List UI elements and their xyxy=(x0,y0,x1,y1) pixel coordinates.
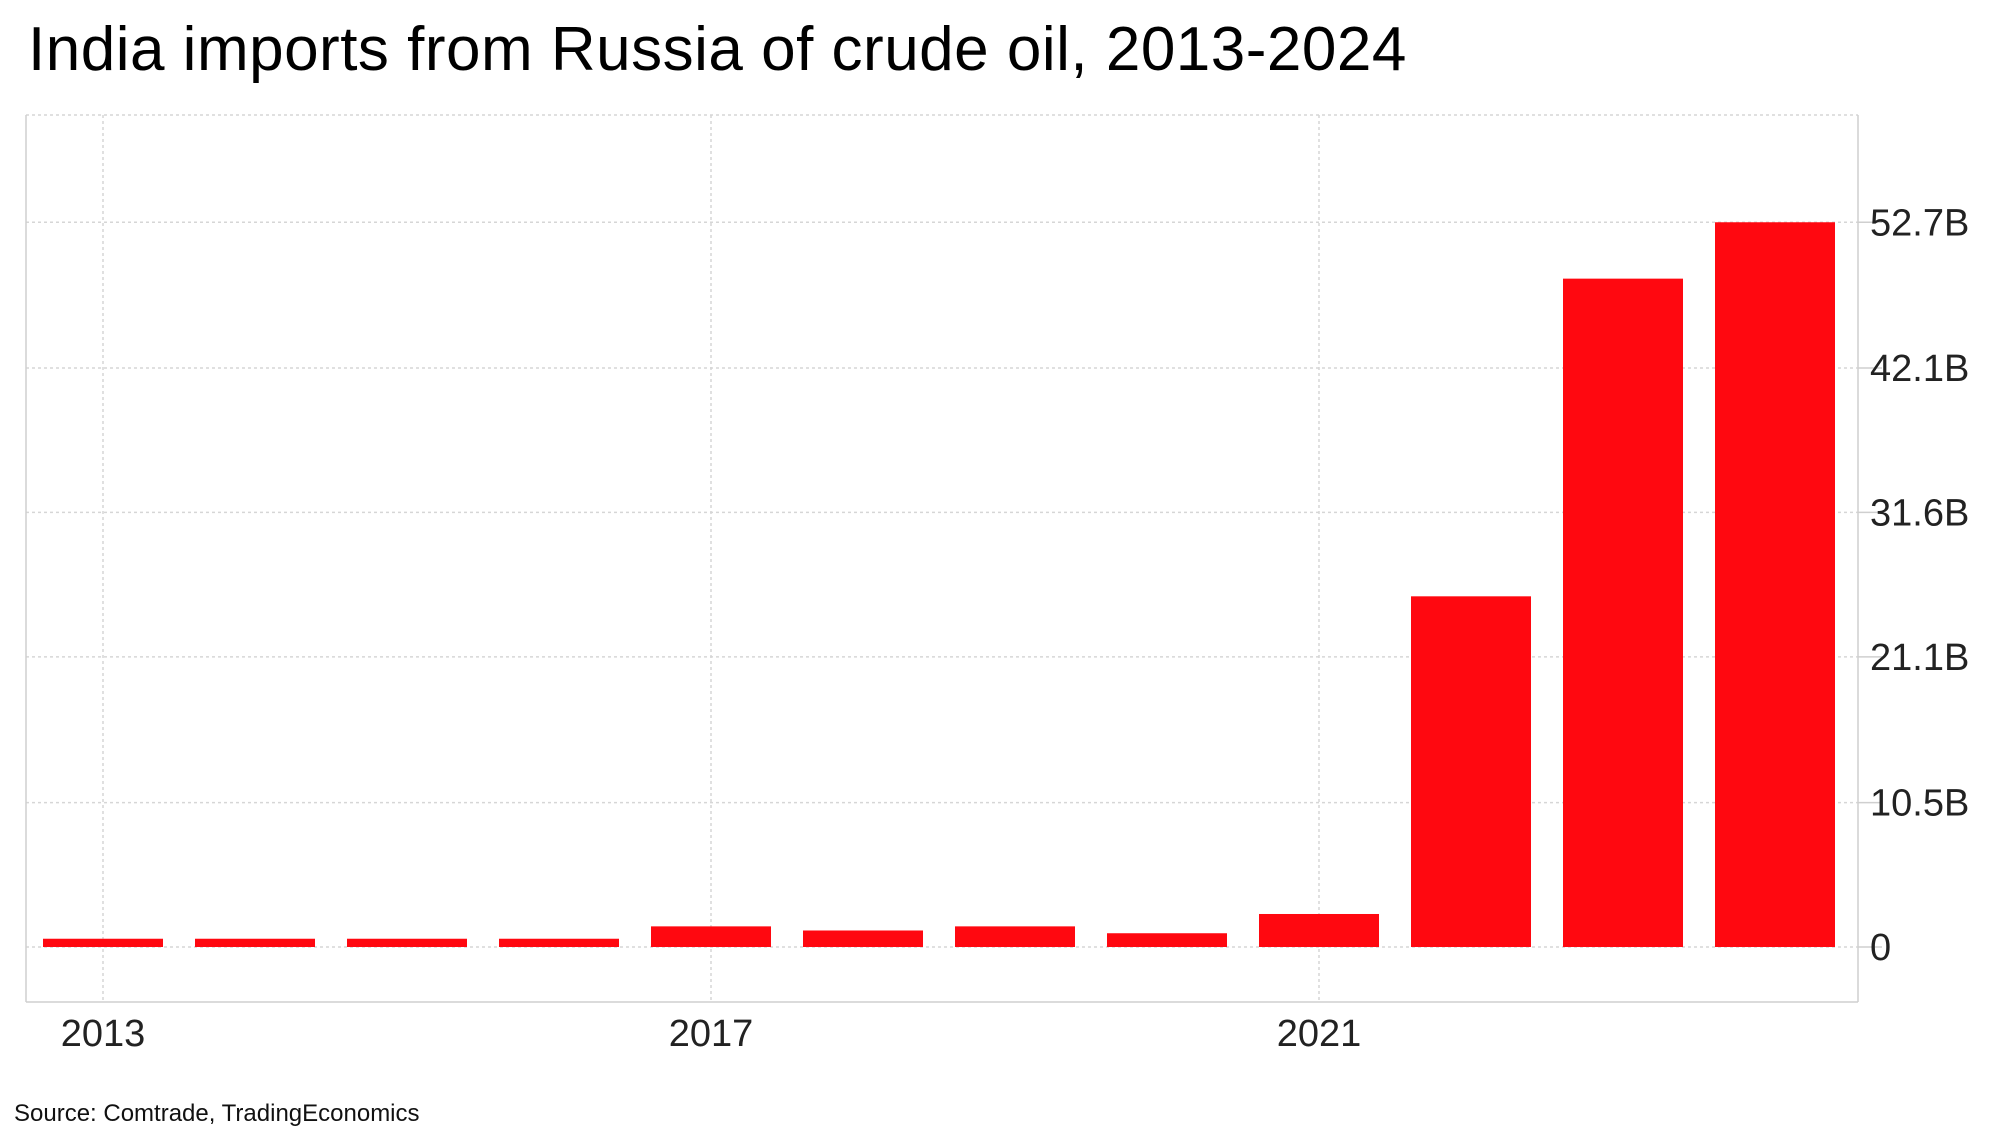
y-tick-label: 0 xyxy=(1870,927,1891,969)
bar-2018 xyxy=(803,930,923,947)
plot-frame xyxy=(25,115,1882,1003)
bar-2024 xyxy=(1715,222,1835,947)
x-tick-label: 2017 xyxy=(669,1013,754,1055)
bar-2015 xyxy=(347,938,467,947)
x-tick-label: 2013 xyxy=(61,1013,146,1055)
y-tick-label: 52.7B xyxy=(1870,202,1969,244)
bar-2016 xyxy=(499,938,619,947)
bar-2013 xyxy=(43,938,163,947)
source-note: Source: Comtrade, TradingEconomics xyxy=(14,1100,420,1127)
axis-labels: 0 10.5B 21.1B 31.6B 42.1B 52.7B 2013 2017 2021 xyxy=(61,202,1970,1055)
bar-2021 xyxy=(1259,913,1379,947)
bar-2022 xyxy=(1411,596,1531,947)
y-tick-label: 31.6B xyxy=(1870,492,1969,534)
y-tick-label: 21.1B xyxy=(1870,637,1969,679)
bar-2020 xyxy=(1107,933,1227,947)
x-tick-label: 2021 xyxy=(1277,1013,1362,1055)
bar-2017 xyxy=(651,926,771,947)
y-tick-label: 10.5B xyxy=(1870,783,1969,825)
y-tick-label: 42.1B xyxy=(1870,348,1969,390)
bar-2014 xyxy=(195,938,315,947)
chart-title: India imports from Russia of crude oil, … xyxy=(28,15,1407,84)
grid-layer xyxy=(26,114,1858,1002)
bar-layer xyxy=(43,222,1835,947)
bar-2023 xyxy=(1563,278,1683,947)
bar-2019 xyxy=(955,926,1075,947)
